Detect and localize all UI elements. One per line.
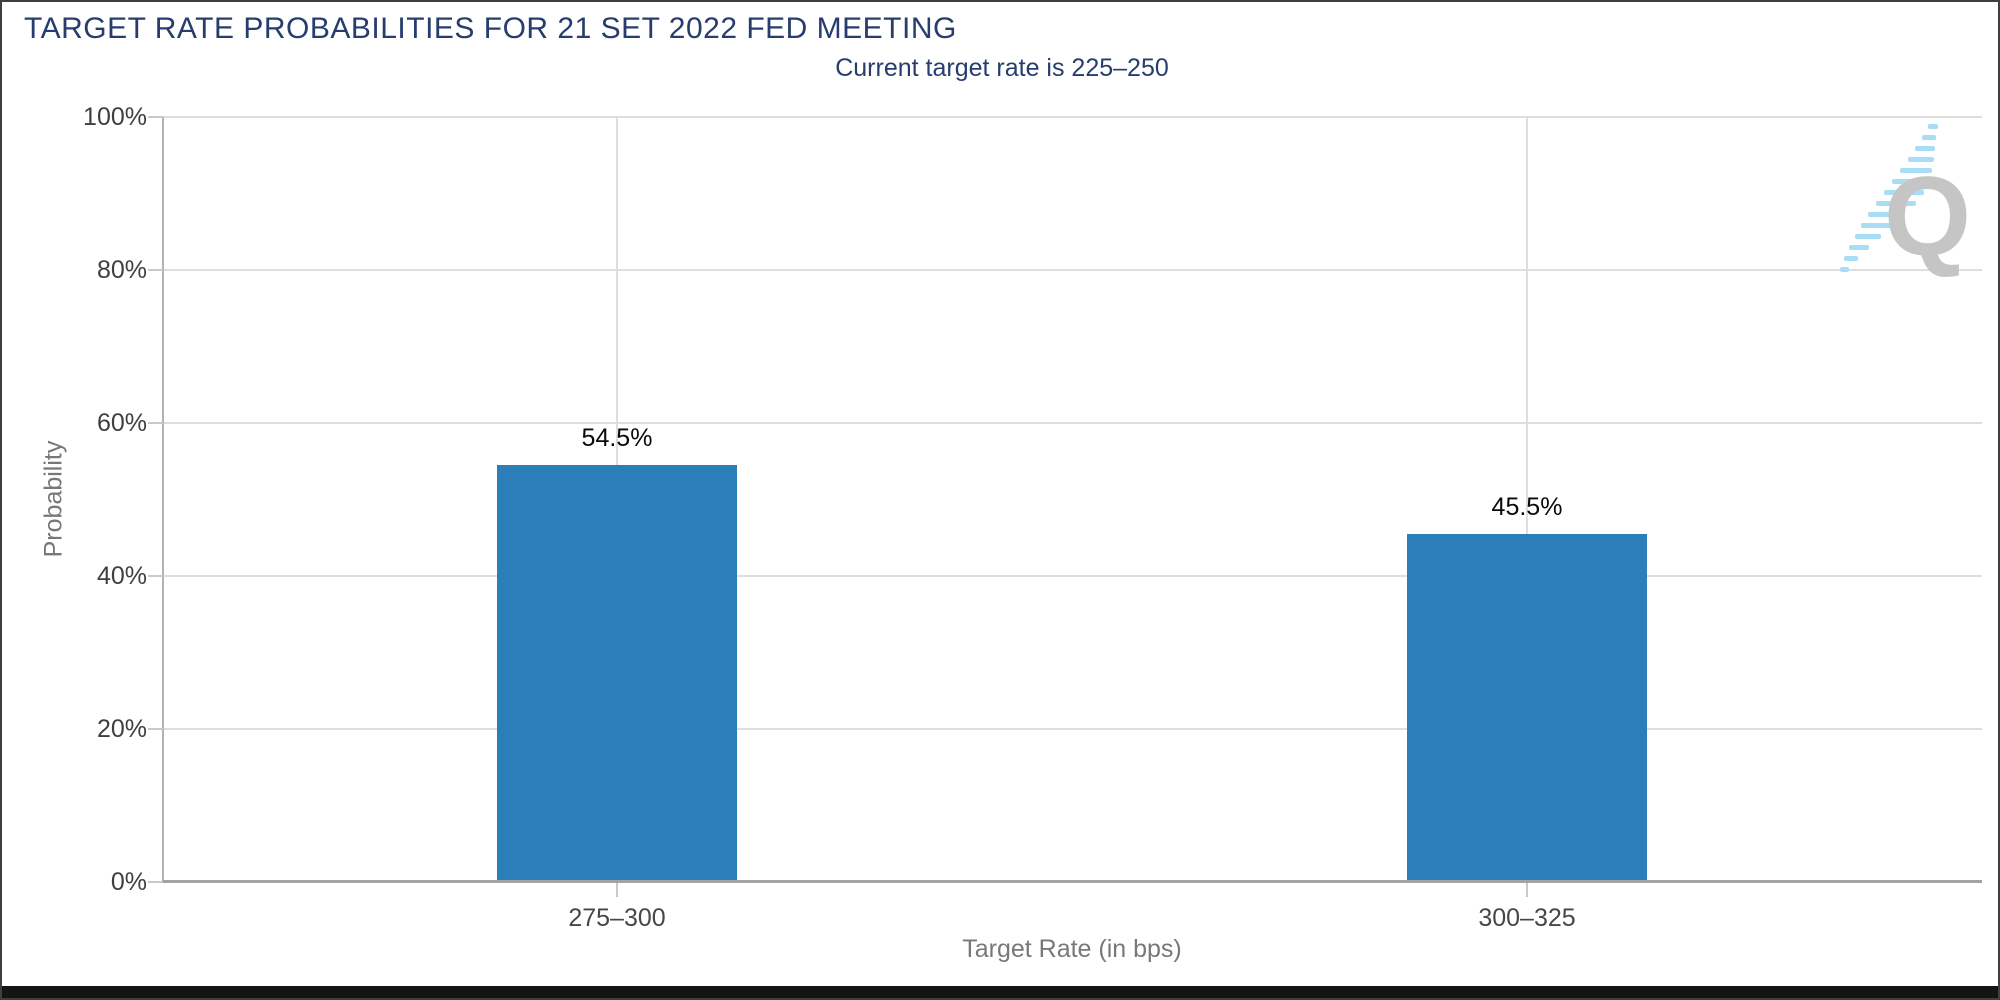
y-axis-title: Probability: [39, 440, 68, 558]
y-tick-mark: [148, 116, 163, 118]
gridline-horizontal: [162, 269, 1982, 271]
bar-value-label: 54.5%: [581, 424, 653, 453]
logo-swoosh-dash: [1844, 256, 1858, 261]
logo-swoosh-dash: [1900, 168, 1932, 173]
logo-swoosh-dash: [1908, 157, 1934, 162]
y-tick-mark: [148, 269, 163, 271]
x-axis-title: Target Rate (in bps): [962, 935, 1182, 963]
chart-title: TARGET RATE PROBABILITIES FOR 21 SET 202…: [24, 12, 957, 45]
x-tick-label: 275–300: [568, 904, 666, 932]
bar-300-325[interactable]: [1407, 533, 1647, 882]
y-tick-label: 20%: [96, 715, 147, 743]
bar-275-300[interactable]: [497, 465, 737, 882]
y-tick-label: 80%: [96, 256, 147, 284]
logo-swoosh-dash: [1922, 135, 1936, 140]
x-tick-mark: [616, 882, 618, 897]
gridline-horizontal: [162, 728, 1982, 730]
x-tick-mark: [1526, 882, 1528, 897]
y-tick-label: 40%: [96, 562, 147, 590]
bottom-black-bar: [2, 986, 1998, 998]
logo-swoosh-dash: [1928, 124, 1938, 129]
logo-swoosh-dash: [1849, 245, 1869, 250]
gridline-horizontal: [162, 422, 1982, 424]
gridline-horizontal: [162, 116, 1982, 118]
y-tick-label: 60%: [96, 409, 147, 437]
logo-swoosh-dash: [1892, 179, 1928, 184]
logo-swoosh-dash: [1884, 190, 1924, 195]
x-tick-label: 300–325: [1478, 904, 1576, 932]
q-watermark-logo: Q: [1840, 124, 1998, 294]
logo-swoosh-dash: [1861, 223, 1893, 228]
logo-swoosh-dash: [1840, 267, 1849, 272]
plot-area: 54.5% 275–300 45.5% 300–325: [162, 116, 1982, 932]
y-tick-mark: [148, 575, 163, 577]
logo-swoosh-dash: [1915, 146, 1935, 151]
y-axis-line: [162, 117, 164, 882]
y-tick-label: 0%: [110, 868, 147, 896]
y-tick-mark: [148, 728, 163, 730]
gridline-vertical: [1526, 117, 1528, 882]
logo-swoosh-dash: [1868, 212, 1904, 217]
logo-swoosh-dash: [1876, 201, 1916, 206]
y-tick-mark: [148, 422, 163, 424]
bar-value-label: 45.5%: [1491, 492, 1563, 521]
y-tick-label: 100%: [83, 103, 147, 131]
gridline-horizontal: [162, 575, 1982, 577]
y-tick-mark: [148, 881, 163, 883]
logo-swoosh-dash: [1855, 234, 1881, 239]
x-axis-line: [162, 880, 1982, 883]
logo-q-letter: Q: [1884, 154, 1972, 279]
chart-subtitle: Current target rate is 225–250: [835, 54, 1169, 82]
